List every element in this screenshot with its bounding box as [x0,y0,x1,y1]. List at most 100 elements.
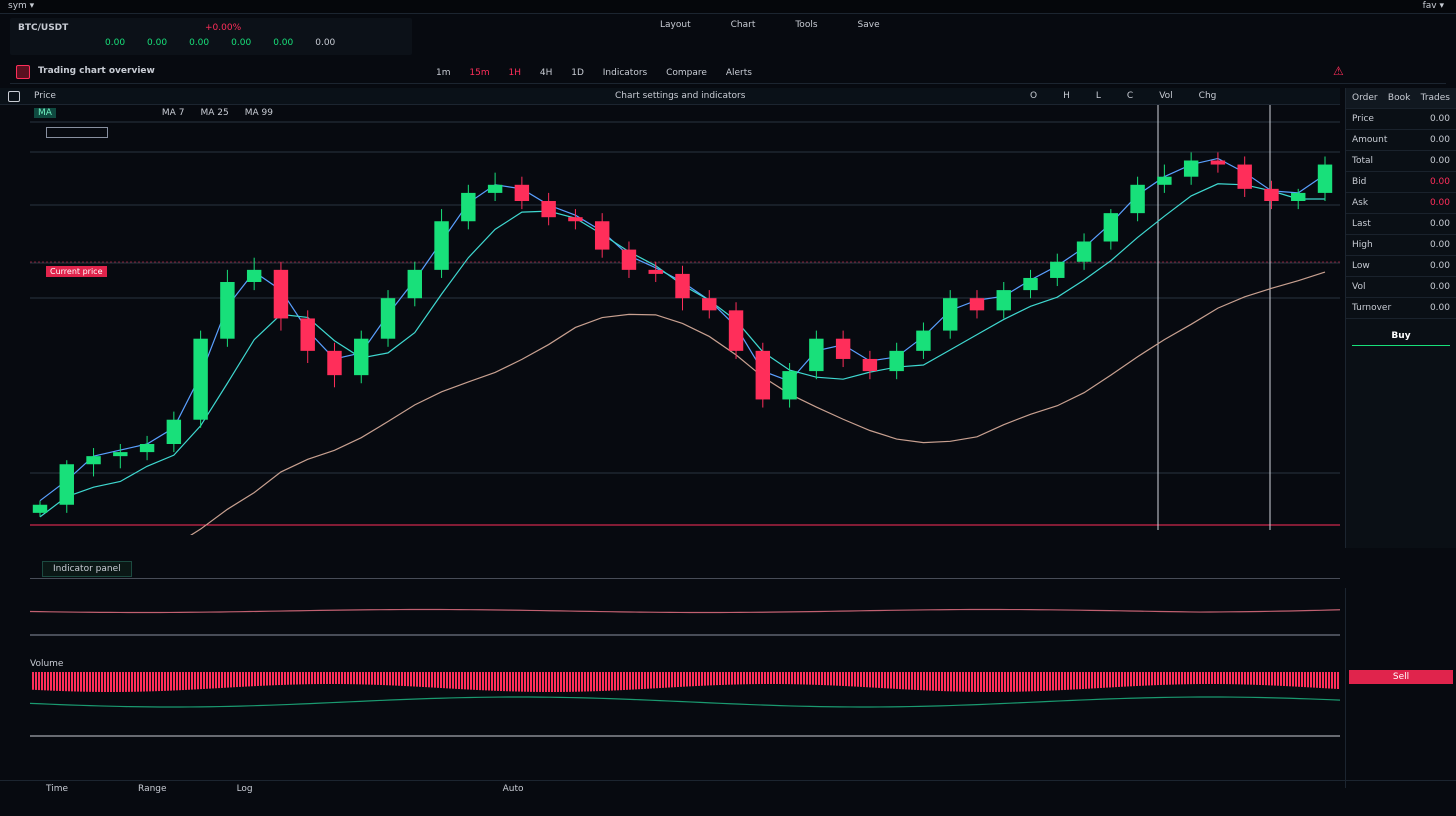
volume-bar [1256,672,1258,685]
volume-bar [125,672,127,692]
volume-bar [731,672,733,685]
candle-body [1023,277,1038,291]
volume-bar [1025,672,1027,692]
timeframe-4h[interactable]: 4H [539,68,553,78]
volume-bar [1151,672,1153,686]
volume-bar [416,672,418,687]
volume-bar [1052,672,1054,691]
volume-bar [800,672,802,685]
bottom-time[interactable]: Time [46,784,69,794]
compare-button[interactable]: Compare [666,68,707,78]
volume-bar [587,672,589,692]
bottom-log[interactable]: Log [236,784,253,794]
panel-toggle-icon[interactable] [8,91,20,102]
volume-bar [1223,672,1225,685]
volume-bar [47,672,49,691]
timeframe-1d[interactable]: 1D [571,68,584,78]
alerts-button[interactable]: Alerts [725,68,752,78]
buy-button[interactable]: Buy [1352,327,1450,346]
volume-bar [896,672,898,689]
candle-body [193,338,208,420]
volume-bar [374,672,376,685]
volume-bar [1232,672,1234,685]
candle-body [273,269,289,319]
volume-bar [842,672,844,686]
volume-bar [59,672,61,691]
volume-bar [119,672,121,692]
volume-bar [557,672,559,692]
nav-chart[interactable]: Chart [730,20,756,30]
volume-bar [860,672,862,687]
volume-bar [1295,672,1297,687]
volume-bar [224,672,226,688]
volume-bar [74,672,76,692]
volume-bar [491,672,493,691]
top-bar: sym ▾ fav ▾ [0,0,1456,14]
volume-bar [1319,672,1321,688]
warning-icon[interactable]: ⚠ [1333,64,1344,78]
volume-bar [401,672,403,686]
volume-bar [944,672,946,692]
panel-row: Price 0.00 [1346,109,1456,130]
indicators-button[interactable]: Indicators [602,68,648,78]
volume-bar [590,672,592,692]
panel-tab-trades[interactable]: Trades [1420,93,1450,103]
volume-bar [1079,672,1081,690]
volume-bar [320,672,322,685]
volume-bar [107,672,109,692]
volume-bar [1010,672,1012,692]
volume-bar [1094,672,1096,689]
volume-bar [437,672,439,688]
volume-bar [209,672,211,689]
volume-bar [1046,672,1048,691]
volume-bar [1022,672,1024,692]
volume-bar [53,672,55,691]
favorites-menu[interactable]: fav ▾ [1422,1,1444,11]
volume-bar [317,672,319,685]
symbol-menu[interactable]: sym ▾ [8,1,35,11]
ticker-symbol[interactable]: BTC/USDT [18,23,69,33]
volume-bar [998,672,1000,692]
indicator-panel[interactable] [0,578,1345,658]
volume-bar [602,672,604,691]
volume-bar [461,672,463,690]
timeframe-1m[interactable]: 1m [436,68,451,78]
toolbar: Trading chart overview 1m 15m 1H 4H 1D I… [10,60,1446,84]
volume-bar [1049,672,1051,691]
bottom-auto[interactable]: Auto [502,784,524,794]
volume-bar [1160,672,1162,685]
volume-bar [290,672,292,685]
timeframe-15m[interactable]: 15m [469,68,490,78]
nav-save[interactable]: Save [857,20,880,30]
volume-bar [140,672,142,692]
volume-bar [1085,672,1087,689]
nav-layout[interactable]: Layout [660,20,691,30]
volume-bar [917,672,919,691]
sell-button[interactable]: Sell [1349,670,1453,684]
volume-bar [605,672,607,691]
row-value: 0.00 [1429,114,1450,124]
volume-bar [236,672,238,688]
volume-bar [278,672,280,686]
volume-bar [1280,672,1282,686]
volume-bar [788,672,790,685]
main-chart[interactable] [0,105,1345,535]
candle-body [1237,164,1252,189]
search-box[interactable] [46,127,108,138]
candle-body [1210,160,1226,165]
panel-tab-book[interactable]: Book [1387,93,1411,103]
volume-bar [134,672,136,692]
volume-bar [1316,672,1318,688]
ohlc-high: H [1063,91,1070,101]
volume-bar [1265,672,1267,686]
timeframe-1h[interactable]: 1H [508,68,521,78]
volume-panel[interactable] [0,660,1345,780]
panel-tab-order[interactable]: Order [1352,93,1378,103]
volume-bar [911,672,913,690]
volume-bar [254,672,256,687]
volume-bar [1163,672,1165,685]
volume-bar [884,672,886,689]
volume-bar [1034,672,1036,692]
nav-tools[interactable]: Tools [795,20,818,30]
bottom-range[interactable]: Range [138,784,167,794]
